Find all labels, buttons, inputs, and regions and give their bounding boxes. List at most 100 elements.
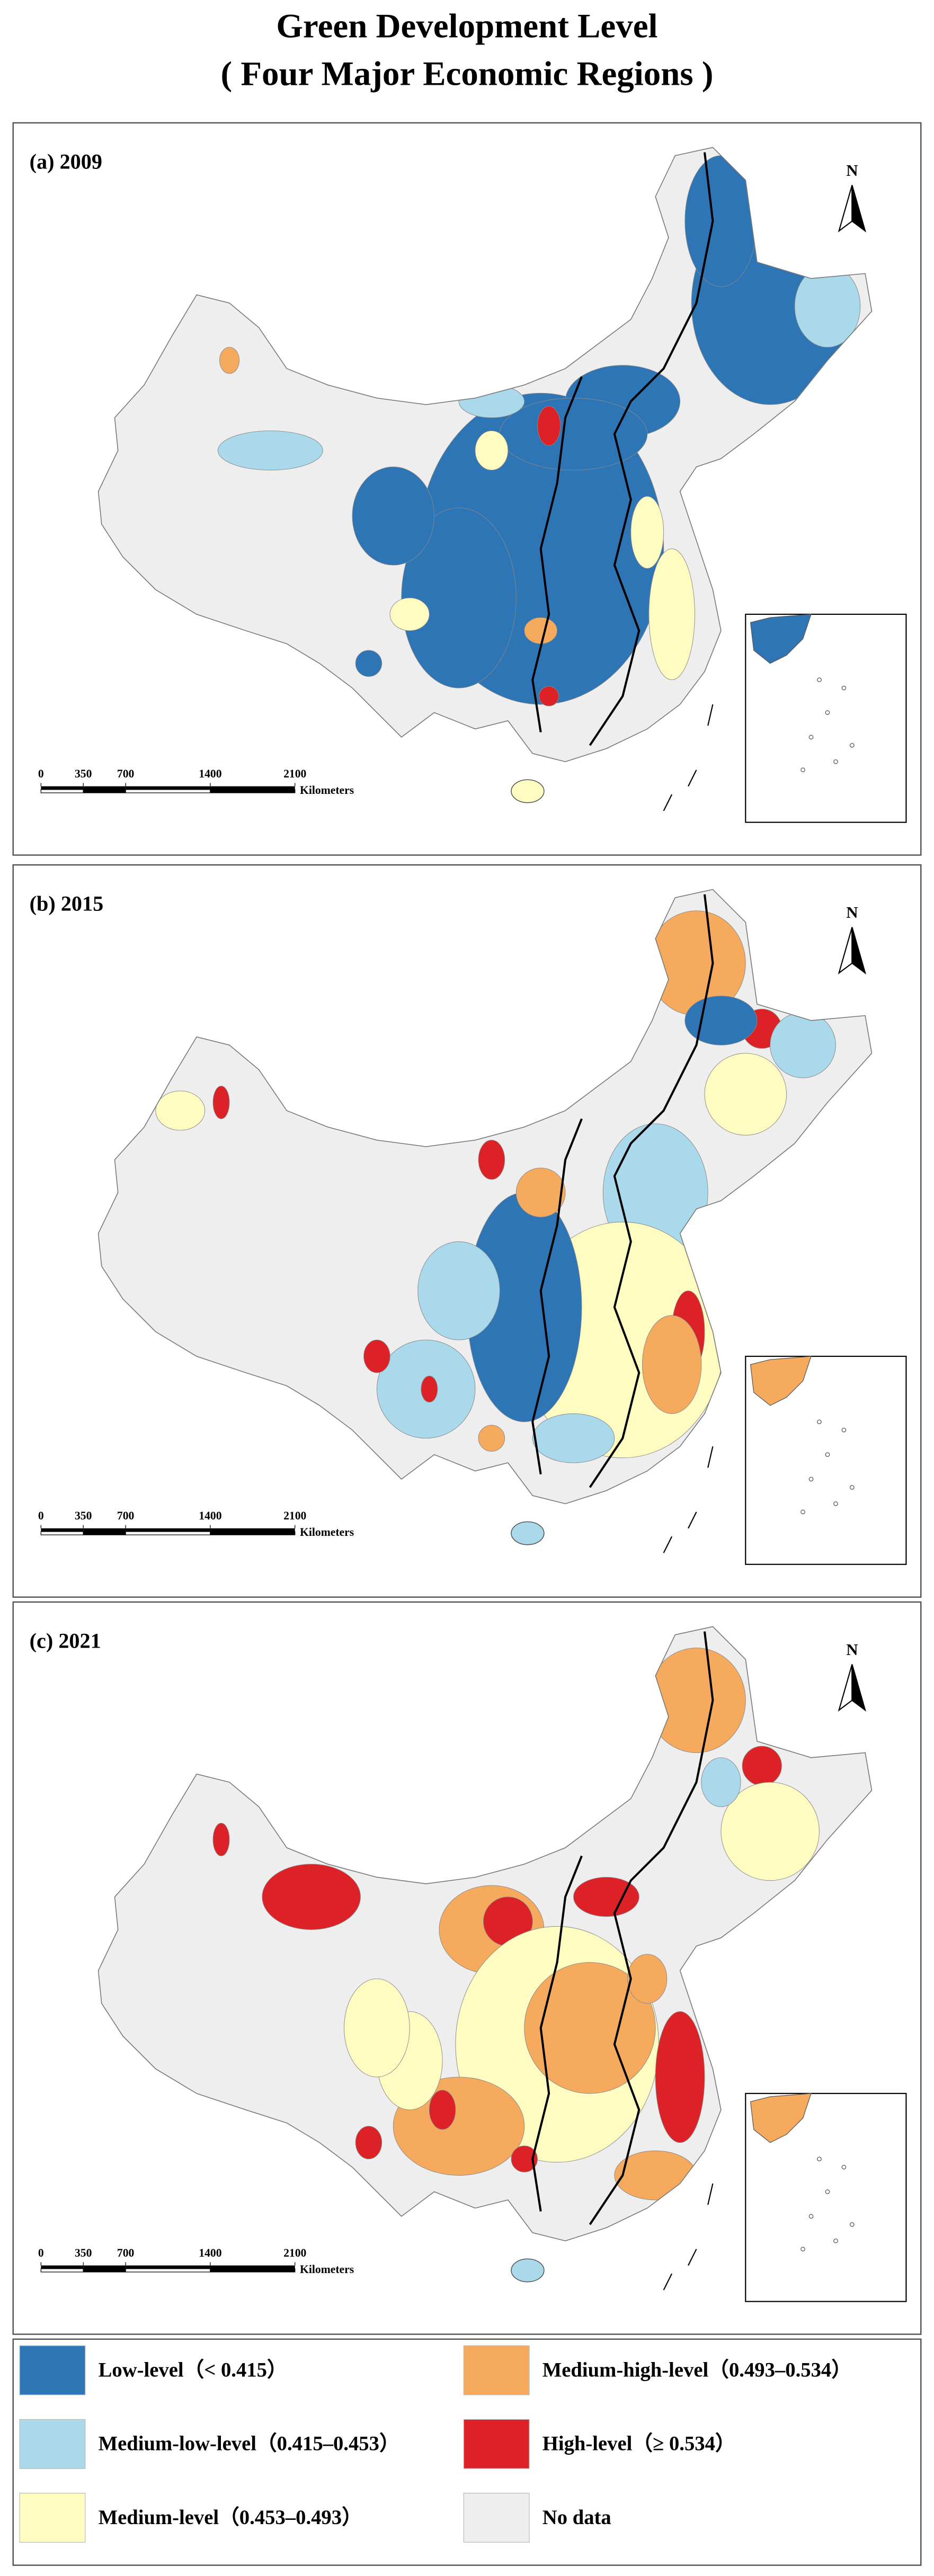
region bbox=[655, 2011, 705, 2143]
scale-segment bbox=[125, 2268, 211, 2273]
scale-segment bbox=[126, 786, 210, 790]
scale-label: 0 bbox=[38, 1509, 44, 1522]
scale-label: 2100 bbox=[283, 2247, 306, 2259]
figure-body: Green Development Level ( Four Major Eco… bbox=[12, 7, 922, 2566]
scale-segment bbox=[83, 789, 126, 793]
scale-segment bbox=[40, 789, 84, 793]
inset-island bbox=[825, 1452, 830, 1457]
scale-label: 1400 bbox=[199, 1509, 221, 1522]
region bbox=[212, 1086, 230, 1119]
inset-island bbox=[841, 2164, 847, 2170]
region bbox=[770, 1012, 836, 1078]
inset-island bbox=[800, 767, 805, 773]
coast-dash bbox=[663, 2273, 673, 2291]
region bbox=[478, 1140, 505, 1180]
scale-label: 350 bbox=[75, 2247, 92, 2259]
region bbox=[155, 1090, 206, 1131]
legend-label: Medium-high-level（0.493–0.534） bbox=[542, 2359, 852, 2382]
scale-segment bbox=[210, 786, 295, 790]
title: ( Four Major Economic Regions ) bbox=[220, 55, 713, 93]
region-boundary bbox=[589, 894, 714, 1488]
inset-island bbox=[808, 1477, 814, 1482]
scale-segment bbox=[210, 1528, 295, 1532]
map-panel: (c) 2021 N 0 350 700 1400 2100 Kilometers bbox=[12, 1601, 922, 2335]
region bbox=[219, 347, 240, 374]
region bbox=[627, 1954, 668, 2004]
scale-segment bbox=[41, 1528, 84, 1532]
region bbox=[573, 1877, 639, 1917]
inset-island bbox=[841, 1427, 847, 1433]
region bbox=[532, 1413, 615, 1463]
region bbox=[217, 430, 323, 471]
inset-island bbox=[808, 2214, 814, 2219]
region bbox=[262, 1864, 361, 1930]
inset-island bbox=[850, 2222, 855, 2227]
inset-coast bbox=[750, 2093, 812, 2143]
north-arrow bbox=[851, 185, 867, 232]
scale-segment bbox=[125, 1531, 211, 1535]
legend-swatch bbox=[463, 2492, 530, 2543]
scale-segment bbox=[40, 2268, 84, 2273]
region bbox=[524, 617, 558, 645]
region bbox=[720, 1782, 820, 1881]
region bbox=[355, 2126, 383, 2160]
legend-label: High-level（≥ 0.534） bbox=[542, 2432, 736, 2455]
scale-segment bbox=[126, 2265, 210, 2269]
scale-segment bbox=[83, 2265, 126, 2269]
legend-label: Medium-low-level（0.415–0.453） bbox=[99, 2432, 400, 2455]
legend-swatch bbox=[463, 2419, 530, 2469]
scale-segment bbox=[125, 789, 211, 793]
coast-dash bbox=[688, 1511, 697, 1529]
inset-island bbox=[850, 743, 855, 748]
inset-island bbox=[850, 1485, 855, 1490]
region bbox=[499, 398, 648, 471]
region bbox=[389, 597, 430, 631]
region bbox=[417, 1241, 500, 1340]
region bbox=[363, 1339, 390, 1373]
coast-dash bbox=[707, 704, 714, 726]
scale-label: 1400 bbox=[199, 767, 221, 780]
inset-coast bbox=[750, 1356, 812, 1406]
coast-dash bbox=[663, 1536, 673, 1553]
region bbox=[352, 467, 435, 566]
coast-dash bbox=[663, 794, 673, 811]
inset-island bbox=[800, 2247, 805, 2252]
scale-label: 1400 bbox=[199, 2247, 221, 2259]
region bbox=[511, 2145, 538, 2172]
scale-label: 2100 bbox=[283, 767, 306, 780]
legend-swatch bbox=[19, 2345, 86, 2395]
legend-swatch bbox=[19, 2419, 86, 2469]
region bbox=[212, 1823, 230, 1856]
island bbox=[511, 2258, 545, 2283]
inset-island bbox=[833, 759, 838, 764]
regions bbox=[212, 1648, 820, 2201]
inset-coast bbox=[750, 614, 812, 664]
region bbox=[642, 1315, 702, 1414]
inset-island bbox=[817, 2157, 822, 2161]
scale-label: 2100 bbox=[283, 1509, 306, 1522]
scale-label: 350 bbox=[75, 1509, 92, 1522]
region bbox=[421, 1375, 438, 1403]
legend-swatch bbox=[19, 2492, 86, 2543]
region bbox=[401, 507, 517, 688]
coast-dash bbox=[688, 770, 697, 787]
scale-unit: Kilometers bbox=[300, 2263, 354, 2276]
coast-dash bbox=[707, 2183, 714, 2205]
region bbox=[344, 1978, 410, 2078]
region bbox=[648, 548, 695, 681]
inset-island bbox=[833, 1501, 838, 1506]
map-panel: (b) 2015 N 0 350 700 1400 2100 Kilometers bbox=[12, 864, 922, 1598]
region bbox=[539, 686, 559, 706]
inset-island bbox=[833, 2238, 838, 2243]
region bbox=[537, 406, 561, 446]
north-label: N bbox=[846, 903, 858, 922]
scale-segment bbox=[83, 1531, 126, 1535]
north-label: N bbox=[846, 1640, 858, 1659]
panel-label: (b) 2015 bbox=[30, 892, 104, 916]
region bbox=[742, 1746, 782, 1786]
region bbox=[701, 1757, 741, 1808]
legend-label: No data bbox=[542, 2507, 611, 2529]
north-arrow bbox=[851, 1664, 867, 1712]
inset-island bbox=[817, 1419, 822, 1425]
